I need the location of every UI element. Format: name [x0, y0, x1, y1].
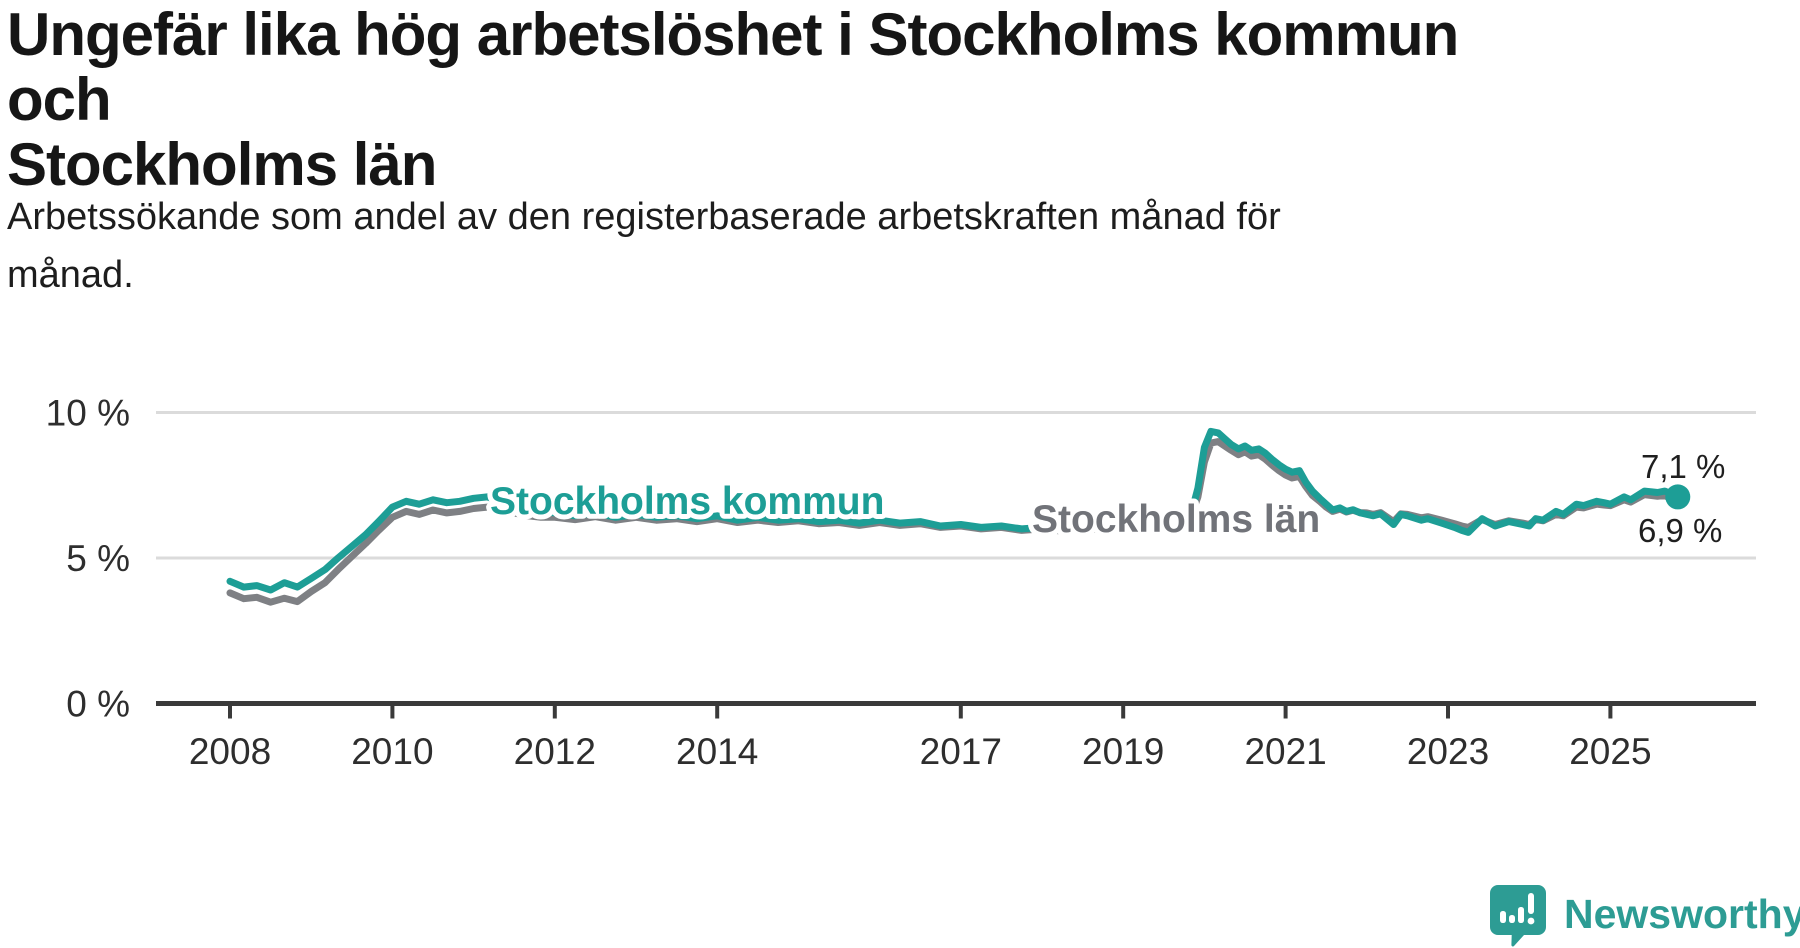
newsworthy-brand: Newsworthy	[1488, 880, 1800, 948]
x-axis-tick-label: 2008	[189, 731, 271, 772]
end-value-label-kommun: 7,1 %	[1641, 448, 1725, 485]
chart-subtitle: Arbetssökande som andel av den registerb…	[7, 188, 1507, 304]
x-axis-tick-label: 2019	[1082, 731, 1164, 772]
brand-name: Newsworthy	[1564, 891, 1800, 937]
x-axis-tick-label: 2010	[351, 731, 433, 772]
series-label-stockholms-kommun: Stockholms kommun	[490, 480, 884, 523]
chart-subtitle-line-2: månad.	[7, 254, 134, 296]
x-axis-tick-label: 2025	[1569, 731, 1651, 772]
x-axis-tick-label: 2021	[1244, 731, 1326, 772]
y-axis-tick-label: 0 %	[66, 684, 130, 725]
chart-title: Ungefär lika hög arbetslöshet i Stockhol…	[7, 2, 1567, 197]
newsworthy-logo-icon	[1490, 885, 1546, 947]
x-axis-tick-label: 2023	[1407, 731, 1489, 772]
x-axis-tick-label: 2012	[514, 731, 596, 772]
chart-title-line-1: Ungefär lika hög arbetslöshet i Stockhol…	[7, 1, 1459, 133]
chart-subtitle-line-1: Arbetssökande som andel av den registerb…	[7, 196, 1281, 238]
y-axis-tick-label: 5 %	[66, 538, 130, 579]
x-axis-tick-label: 2014	[676, 731, 758, 772]
series-line-stockholms-kommun	[226, 427, 1682, 594]
x-axis-tick-label: 2017	[920, 731, 1002, 772]
y-axis-tick-label: 10 %	[46, 393, 130, 434]
series-label-stockholms-lan: Stockholms län	[1032, 498, 1320, 541]
end-value-label-lan: 6,9 %	[1638, 512, 1722, 549]
series-end-dot-kommun	[1665, 484, 1691, 510]
chart-title-line-2: Stockholms län	[7, 131, 437, 198]
